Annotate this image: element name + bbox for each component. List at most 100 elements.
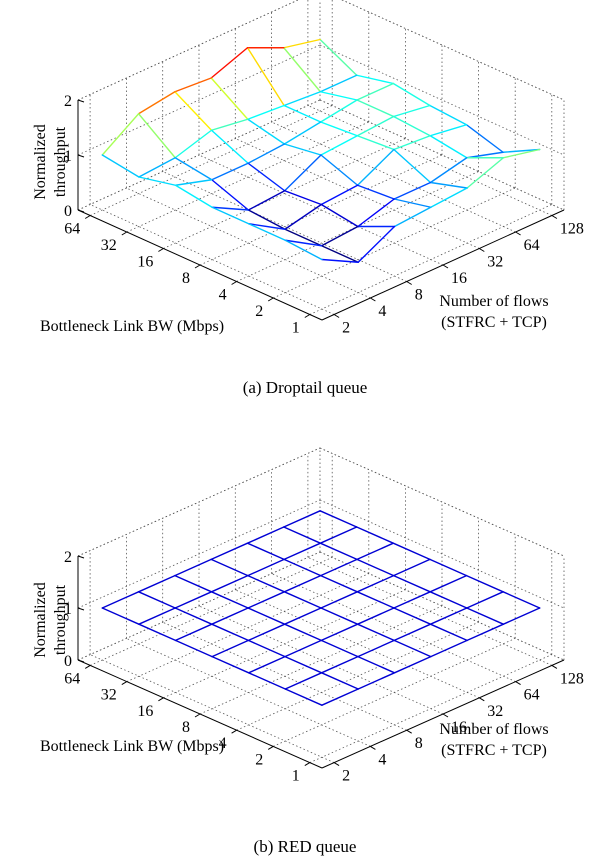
grid-line <box>319 499 565 609</box>
y-tick-mark <box>515 681 521 686</box>
mesh-edge <box>246 542 285 561</box>
mesh-edge <box>284 688 323 706</box>
mesh-edge <box>392 82 431 107</box>
x-tick-label: 64 <box>64 670 80 687</box>
x-tick-label: 16 <box>137 703 153 720</box>
mesh-edge <box>247 223 286 241</box>
ticks: 1 2 4 8 16 32 64 2 4 8 16 32 64 128 0 1 2 <box>64 549 584 785</box>
y-axis-label: (STFRC + TCP) <box>441 742 547 759</box>
mesh-edge <box>392 104 431 118</box>
grid-line <box>198 154 444 266</box>
grid-line <box>89 654 335 763</box>
mesh-edge <box>247 655 286 674</box>
mesh-edge <box>320 203 359 228</box>
mesh-edge <box>247 574 286 593</box>
mesh-edge <box>393 655 432 674</box>
grid-line <box>126 638 371 747</box>
mesh-edge <box>357 225 396 263</box>
mesh-edge <box>466 157 505 189</box>
mesh-edge <box>356 115 395 137</box>
mesh-edge <box>174 558 212 577</box>
grid-line <box>271 121 516 233</box>
mesh-edge <box>283 574 322 593</box>
x-tick-mark <box>84 215 91 219</box>
z-tick-label: 2 <box>64 549 72 566</box>
y-tick-label: 64 <box>524 687 540 704</box>
mesh-edge <box>174 607 213 625</box>
mesh-edge <box>320 99 358 123</box>
mesh-edge <box>174 639 213 658</box>
mesh-edge <box>429 157 468 184</box>
mesh-edge <box>211 623 250 642</box>
mesh-edge <box>284 607 322 625</box>
mesh-edge <box>356 623 395 642</box>
y-tick-label: 32 <box>487 254 503 271</box>
mesh-edge <box>502 591 541 609</box>
z-tick-mark <box>77 209 85 213</box>
mesh-edge <box>319 526 358 544</box>
mesh-edge <box>320 225 359 247</box>
mesh-edge <box>211 639 250 658</box>
y-tick-mark <box>442 713 449 718</box>
mesh-edge <box>174 77 212 93</box>
x-tick-mark <box>231 729 237 734</box>
x-tick-mark <box>194 264 201 269</box>
mesh-edge <box>356 148 395 186</box>
z-axis-label: Normalized <box>32 582 49 658</box>
grid-line <box>319 99 565 211</box>
y-tick-label: 16 <box>451 719 467 736</box>
mesh-edge <box>392 574 431 593</box>
mesh-edge <box>429 135 468 159</box>
y-tick-label: 32 <box>487 703 503 720</box>
mesh-edge <box>392 115 431 137</box>
mesh-edge <box>137 113 176 159</box>
chart-panel-droptail: 1 2 4 8 16 32 64 2 4 8 16 32 64 128 0 1 2 Bottleneck Link… <box>0 0 610 420</box>
x-tick-mark <box>304 762 311 767</box>
mesh-edge <box>247 209 286 230</box>
mesh-edge <box>356 591 395 609</box>
grid-line <box>319 44 565 156</box>
mesh-edge <box>284 154 322 192</box>
mesh-edge <box>210 129 249 164</box>
x-tick-label: 4 <box>219 287 227 304</box>
z-tick-label: 2 <box>64 93 72 110</box>
x-tick-mark <box>84 664 91 669</box>
mesh-edge <box>393 591 431 609</box>
mesh-edge <box>174 623 213 642</box>
mesh-edge <box>284 228 323 247</box>
mesh-edge <box>138 623 177 642</box>
x-tick-label: 16 <box>137 254 153 271</box>
y-axis-label: Number of flows <box>439 721 548 738</box>
mesh-edge <box>138 176 177 186</box>
mesh-edge <box>283 104 322 123</box>
mesh-edge <box>357 672 396 690</box>
mesh-edge <box>138 607 176 625</box>
mesh-edge <box>357 198 395 228</box>
mesh-edge <box>284 239 323 261</box>
mesh-edge <box>356 74 394 85</box>
back-grid <box>77 447 565 763</box>
mesh-edge <box>174 574 213 593</box>
y-tick-label: 2 <box>342 768 350 785</box>
z-tick-label: 1 <box>64 601 72 618</box>
mesh-edge <box>356 135 395 151</box>
z-tick-label: 0 <box>64 653 72 670</box>
y-tick-mark <box>551 215 558 219</box>
grid-line <box>199 154 443 266</box>
mesh-edge <box>465 124 504 153</box>
mesh-edge <box>393 623 432 642</box>
mesh-edge <box>284 190 322 206</box>
mesh-edge <box>429 574 468 593</box>
grid-line <box>271 573 516 682</box>
z-tick-mark <box>77 555 85 559</box>
mesh-edge <box>174 129 213 159</box>
mesh-edge <box>283 143 322 156</box>
grid-line <box>90 105 333 216</box>
mesh-edge <box>357 639 395 658</box>
mesh-edge <box>321 258 359 263</box>
mesh-edge <box>210 542 249 561</box>
mesh-edge <box>356 558 395 577</box>
mesh-edge <box>429 558 468 577</box>
mesh-edge <box>320 245 359 263</box>
